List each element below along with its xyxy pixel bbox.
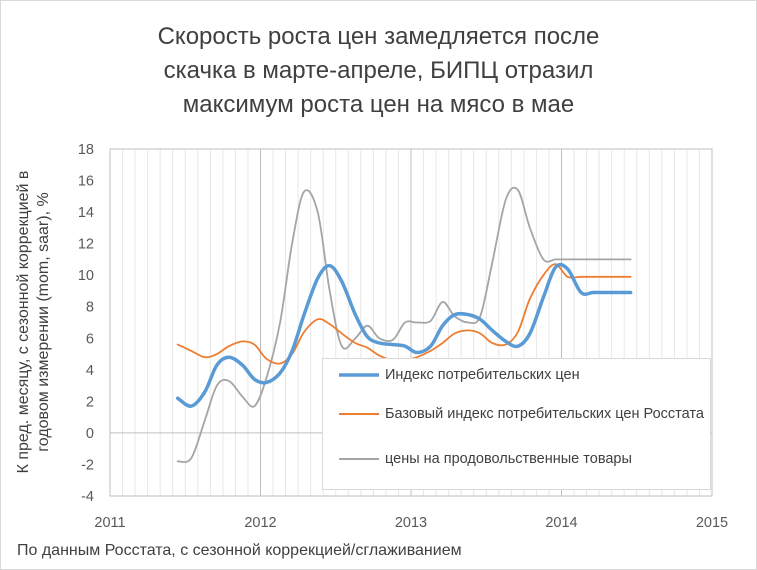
y-tick-label: 0 bbox=[86, 426, 94, 442]
series-line-cpi bbox=[175, 262, 633, 408]
chart-footnote: По данным Росстата, с сезонной коррекцие… bbox=[17, 542, 462, 559]
plot-area-border bbox=[109, 148, 713, 497]
y-tick-label: 18 bbox=[78, 142, 94, 158]
chart-title-line-3: максимум роста цен на мясо в мае bbox=[182, 91, 575, 118]
chart-title: Скорость роста цен замедляется после ска… bbox=[0, 20, 757, 122]
y-axis-label-line-1: К пред. месяцу, с сезонной коррекцией в bbox=[15, 170, 32, 474]
y-tick-label: 16 bbox=[78, 174, 94, 190]
chart-title-line-2: скачка в марте-апреле, БИПЦ отразил bbox=[163, 57, 594, 84]
chart-legend: Индекс потребительских цен Базовый индек… bbox=[322, 358, 711, 490]
legend-swatch-food bbox=[339, 458, 379, 460]
y-tick-label: 6 bbox=[86, 331, 94, 347]
y-tick-label: 10 bbox=[78, 268, 94, 284]
x-tick-label: 2011 bbox=[94, 515, 125, 531]
x-tick-label: 2015 bbox=[696, 515, 728, 531]
chart-title-line-1: Скорость роста цен замедляется после bbox=[157, 23, 600, 50]
x-tick-label: 2014 bbox=[545, 515, 577, 531]
y-tick-label: 8 bbox=[86, 300, 94, 316]
legend-swatch-cpi bbox=[339, 373, 379, 377]
legend-label-cpi: Индекс потребительских цен bbox=[385, 367, 580, 383]
y-tick-label: 14 bbox=[78, 205, 94, 221]
legend-swatch-core-cpi bbox=[339, 413, 379, 415]
y-tick-label: 4 bbox=[86, 363, 94, 379]
series-line-core-cpi bbox=[176, 263, 632, 365]
y-axis-label-line-2: годовом измерении (mom, saar), % bbox=[35, 192, 52, 452]
legend-label-core-cpi: Базовый индекс потребительских цен Росст… bbox=[385, 406, 704, 422]
y-tick-label: -2 bbox=[81, 457, 94, 473]
x-tick-label: 2013 bbox=[395, 515, 427, 531]
x-tick-label: 2012 bbox=[244, 515, 276, 531]
y-tick-label: -4 bbox=[81, 489, 94, 505]
y-tick-label: 12 bbox=[78, 237, 94, 253]
series-line-food bbox=[176, 186, 632, 463]
y-axis-label: К пред. месяцу, с сезонной коррекцией в … bbox=[14, 171, 54, 474]
y-tick-label: 2 bbox=[86, 394, 94, 410]
legend-label-food: цены на продовольственные товары bbox=[385, 451, 632, 467]
